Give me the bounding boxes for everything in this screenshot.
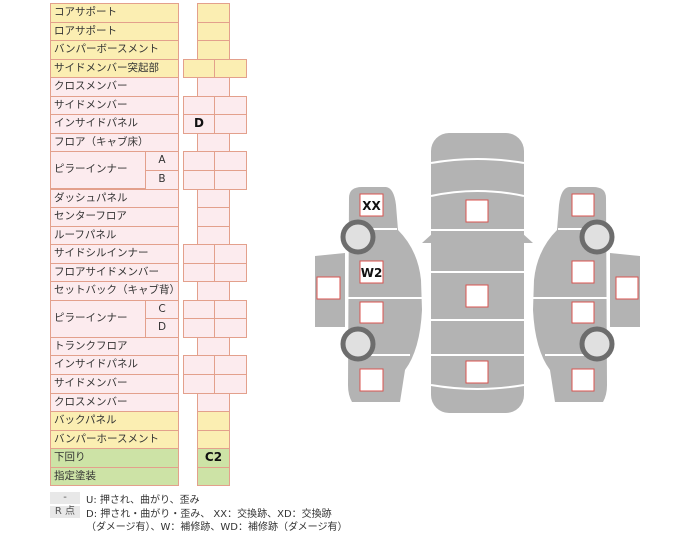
status-cell-right[interactable]	[214, 318, 247, 338]
row-label: ピラーインナー	[50, 151, 146, 189]
legend-text-r2: （ダメージ有）、W：補修跡、WD：補修跡（ダメージ有）	[86, 522, 348, 533]
panel-box-left-rear-door[interactable]	[359, 301, 384, 324]
row-label: インサイドパネル	[50, 114, 179, 134]
row-label: センターフロア	[50, 207, 179, 227]
panel-box-left-front[interactable]	[359, 193, 384, 217]
row-label: サイドメンバー	[50, 374, 179, 394]
status-cell-right[interactable]	[214, 170, 247, 190]
wheel-icon	[340, 326, 376, 362]
panel-box-left-front-door[interactable]	[359, 260, 384, 284]
panel-box-right-front[interactable]	[571, 193, 595, 217]
status-cell-right[interactable]	[214, 59, 247, 78]
status-cell-right[interactable]	[214, 263, 247, 282]
panel-box-hood[interactable]	[465, 199, 489, 223]
right-side-body	[533, 187, 607, 402]
row-label: 指定塗装	[50, 467, 179, 486]
mark-left-front-door: W2	[361, 266, 383, 280]
status-cell-right[interactable]	[214, 374, 247, 394]
row-sublabel: B	[145, 170, 179, 190]
panel-box-roof[interactable]	[465, 284, 489, 308]
mark-left-front: XX	[362, 199, 381, 213]
row-label: ピラーインナー	[50, 300, 146, 338]
left-side-body	[348, 187, 422, 402]
panel-box-right-rear[interactable]	[571, 368, 595, 392]
legend-key-dash: -	[50, 492, 80, 504]
row-label: クロスメンバー	[50, 77, 179, 97]
panel-box-trunk[interactable]	[465, 360, 489, 384]
status-cell[interactable]	[197, 467, 230, 486]
legend-text-dash: U: 押され、曲がり、歪み	[86, 495, 200, 506]
row-label: クロスメンバー	[50, 393, 179, 412]
panel-box-right-rear-door[interactable]	[571, 301, 595, 324]
wheel-icon	[579, 326, 615, 362]
panel-box-right-front-door[interactable]	[571, 260, 595, 284]
panel-box-left-door-inner[interactable]	[316, 276, 341, 300]
row-label: バンパーボースメント	[50, 40, 179, 60]
wheel-icon	[579, 219, 615, 255]
status-cell-right[interactable]	[214, 114, 247, 134]
panel-box-left-rear[interactable]	[359, 368, 384, 392]
row-label: サイドシルインナー	[50, 244, 179, 264]
row-label: サイドメンバー	[50, 96, 179, 115]
panel-box-right-door-inner[interactable]	[615, 276, 639, 300]
row-label: トランクフロア	[50, 337, 179, 356]
row-label: バンパーホースメント	[50, 430, 179, 449]
legend-key-r: R 点	[50, 506, 80, 518]
wheels	[340, 219, 615, 362]
row-label: サイドメンバー突起部	[50, 59, 179, 78]
row-label: 下回り	[50, 448, 179, 468]
wheel-icon	[340, 219, 376, 255]
legend-text-r1: D: 押され・曲がり・歪み、 XX：交換跡、XD：交換跡	[86, 509, 332, 520]
front-arrow	[422, 233, 533, 243]
